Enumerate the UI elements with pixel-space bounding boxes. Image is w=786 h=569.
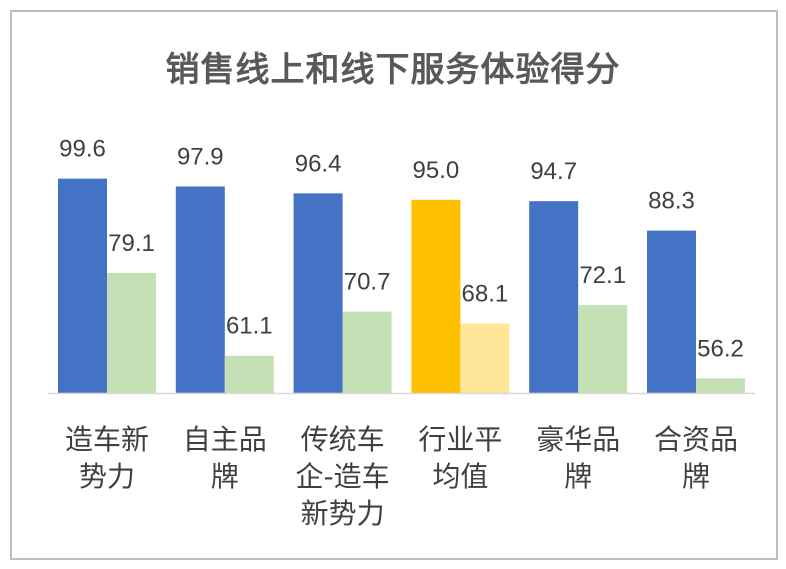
bar-s1-4 (411, 200, 460, 393)
category-label-4-line-1: 行业平 (418, 423, 502, 456)
category-label-3-line-3: 新势力 (301, 497, 385, 530)
data-label-s2-2: 61.1 (226, 313, 273, 340)
category-label-1-line-1: 造车新 (65, 423, 149, 456)
bar-s2-5 (578, 305, 627, 393)
category-label-5-line-1: 豪华品 (536, 423, 620, 456)
bar-s1-2 (176, 186, 225, 393)
bar-s2-1 (107, 273, 156, 393)
bar-s1-3 (294, 193, 343, 393)
category-label-6-line-1: 合资品 (654, 423, 738, 456)
data-label-s2-5: 72.1 (579, 262, 626, 289)
bar-s1-5 (529, 201, 578, 393)
data-label-s2-6: 56.2 (697, 335, 744, 362)
data-label-s2-1: 79.1 (108, 230, 155, 257)
data-label-s1-6: 88.3 (648, 188, 695, 215)
bar-s2-4 (460, 324, 509, 393)
category-label-1-line-2: 势力 (79, 460, 135, 493)
bar-s2-6 (696, 378, 745, 393)
bar-s1-1 (58, 179, 107, 393)
category-label-6-line-2: 牌 (682, 460, 710, 493)
category-label-3-line-1: 传统车 (301, 423, 385, 456)
data-label-s2-3: 70.7 (344, 269, 391, 296)
data-label-s1-4: 95.0 (413, 157, 460, 184)
category-label-4-line-2: 均值 (432, 460, 488, 493)
data-label-s1-5: 94.7 (530, 158, 577, 185)
bar-s2-3 (343, 312, 392, 393)
data-label-s2-4: 68.1 (462, 281, 509, 308)
data-label-s1-2: 97.9 (177, 143, 224, 170)
bar-s1-6 (647, 231, 696, 393)
data-label-s1-3: 96.4 (295, 150, 342, 177)
bar-s2-2 (225, 356, 274, 393)
data-label-s1-1: 99.6 (59, 136, 106, 163)
category-label-5-line-2: 牌 (564, 460, 592, 493)
category-label-3-line-2: 企-造车 (296, 460, 390, 493)
category-label-2-line-1: 自主品 (183, 423, 267, 456)
category-label-2-line-2: 牌 (211, 460, 239, 493)
